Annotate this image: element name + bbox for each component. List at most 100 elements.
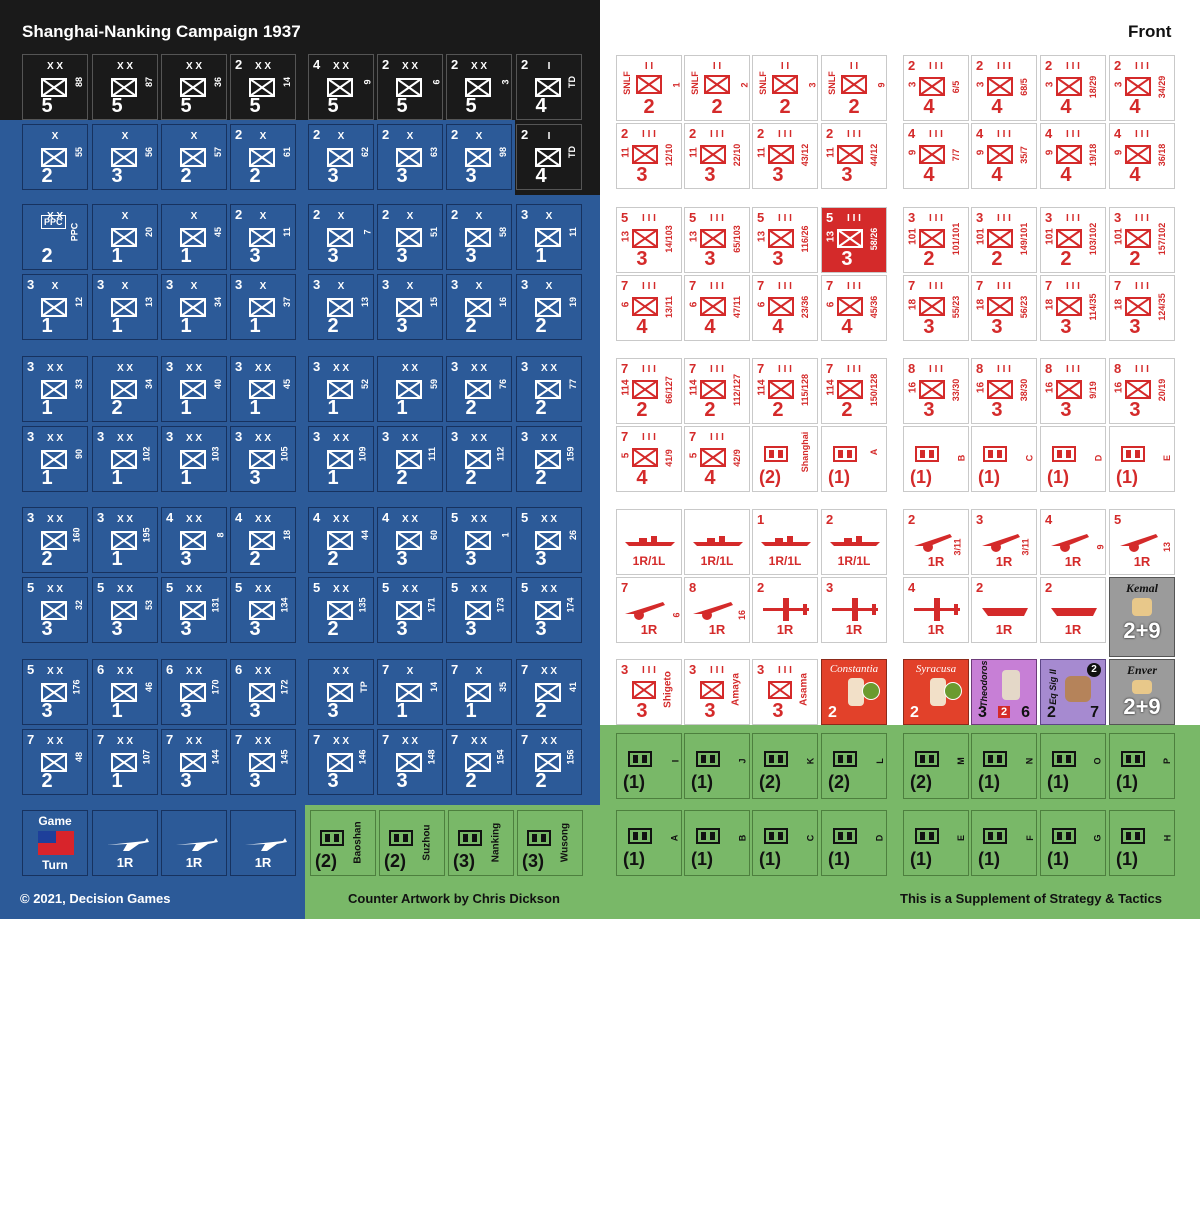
counter-chinese-unit[interactable]: X X 2 14 5 xyxy=(230,54,296,120)
counter-chinese-air[interactable]: 1R xyxy=(161,810,227,876)
counter-chinese-unit[interactable]: X 3 19 2 xyxy=(516,274,582,340)
counter-chinese-unit[interactable]: X X 7 41 2 xyxy=(516,659,582,725)
counter-japanese-unit[interactable]: I I I 7 6 23/36 4 xyxy=(752,275,818,341)
counter-chinese-air[interactable]: 1R xyxy=(92,810,158,876)
counter-chinese-unit[interactable]: X X 6 172 3 xyxy=(230,659,296,725)
counter-japanese-unit[interactable]: I I I 2 11 44/12 3 xyxy=(821,123,887,189)
counter-japanese-unit[interactable]: I I I 2 3 6/5 4 xyxy=(903,55,969,121)
counter-japanese-unit[interactable]: I I I 7 18 114/35 3 xyxy=(1040,275,1106,341)
counter-chinese-unit[interactable]: X X 5 131 3 xyxy=(161,577,227,643)
counter-bonus-kemal[interactable]: Kemal 2+9 xyxy=(1109,577,1175,657)
counter-chinese-unit[interactable]: X X 87 5 xyxy=(92,54,158,120)
counter-chinese-unit[interactable]: X X 3 103 1 xyxy=(161,426,227,492)
counter-warship[interactable]: 1R/1L xyxy=(684,509,750,575)
counter-artillery[interactable]: 5 13 1R xyxy=(1109,509,1175,575)
counter-chinese-unit[interactable]: X 57 2 xyxy=(161,124,227,190)
counter-warship[interactable]: 1 1R/1L xyxy=(752,509,818,575)
counter-chinese-unit[interactable]: X X 7 144 3 xyxy=(161,729,227,795)
counter-chinese-unit[interactable]: X 20 1 xyxy=(92,204,158,270)
counter-japanese-unit[interactable]: I I I 5 13 65/103 3 xyxy=(684,207,750,273)
counter-chinese-unit[interactable]: X X 3 160 2 xyxy=(22,507,88,573)
counter-fortification-marker[interactable]: (1) O xyxy=(1040,733,1106,799)
counter-chinese-unit[interactable]: X 2 62 3 xyxy=(308,124,374,190)
counter-chinese-air[interactable]: 1R xyxy=(230,810,296,876)
counter-chinese-unit[interactable]: X 2 7 3 xyxy=(308,204,374,270)
counter-chinese-unit[interactable]: X X 5 1 3 xyxy=(446,507,512,573)
counter-chinese-unit[interactable]: X 3 34 1 xyxy=(161,274,227,340)
counter-chinese-unit[interactable]: X 2 98 3 xyxy=(446,124,512,190)
counter-chinese-unit[interactable]: X X 3 33 1 xyxy=(22,356,88,422)
counter-chinese-unit[interactable]: X X 3 76 2 xyxy=(446,356,512,422)
counter-chinese-unit[interactable]: X X 7 154 2 xyxy=(446,729,512,795)
counter-chinese-unit[interactable]: X X 2 6 5 xyxy=(377,54,443,120)
counter-chinese-unit[interactable]: X X TP 3 xyxy=(308,659,374,725)
counter-chinese-unit[interactable]: X X 5 32 3 xyxy=(22,577,88,643)
counter-fortification[interactable]: (1) B xyxy=(903,426,969,492)
counter-chinese-unit[interactable]: X 45 1 xyxy=(161,204,227,270)
counter-japanese-unit[interactable]: I I I 5 13 14/103 3 xyxy=(616,207,682,273)
counter-japanese-snlf[interactable]: I I SNLF 3 2 xyxy=(752,55,818,121)
counter-chinese-unit[interactable]: X X 6 46 1 xyxy=(92,659,158,725)
counter-fortification[interactable]: (1) D xyxy=(1040,426,1106,492)
counter-chinese-unit[interactable]: X X 88 5 xyxy=(22,54,88,120)
counter-chinese-unit[interactable]: X X 3 109 1 xyxy=(308,426,374,492)
counter-japanese-unit[interactable]: I I I 8 16 33/30 3 xyxy=(903,358,969,424)
counter-japanese-unit[interactable]: I I I 2 11 43/12 3 xyxy=(752,123,818,189)
counter-japanese-snlf[interactable]: I I SNLF 1 2 xyxy=(616,55,682,121)
counter-chinese-unit[interactable]: X 2 11 3 xyxy=(230,204,296,270)
counter-japanese-unit[interactable]: I I I 7 114 115/128 2 xyxy=(752,358,818,424)
counter-japanese-unit[interactable]: I I I 2 11 12/10 3 xyxy=(616,123,682,189)
counter-support-boat[interactable]: 2 1R xyxy=(1040,577,1106,643)
counter-chinese-unit[interactable]: X X 7 107 1 xyxy=(92,729,158,795)
counter-fortification-marker[interactable]: (1) E xyxy=(903,810,969,876)
counter-chinese-unit[interactable]: X X 7 145 3 xyxy=(230,729,296,795)
counter-chinese-unit[interactable]: X X 6 170 3 xyxy=(161,659,227,725)
counter-japanese-unit[interactable]: I I I 7 6 47/11 4 xyxy=(684,275,750,341)
counter-japanese-snlf[interactable]: I I SNLF 9 2 xyxy=(821,55,887,121)
counter-chinese-unit[interactable]: X 3 15 3 xyxy=(377,274,443,340)
counter-chinese-unit[interactable]: X X 7 146 3 xyxy=(308,729,374,795)
counter-japanese-unit[interactable]: I I I 7 18 56/23 3 xyxy=(971,275,1037,341)
counter-chinese-unit[interactable]: X 56 3 xyxy=(92,124,158,190)
counter-chinese-unit[interactable]: X X 5 135 2 xyxy=(308,577,374,643)
counter-japanese-unit[interactable]: I I I 7 114 112/127 2 xyxy=(684,358,750,424)
counter-chinese-unit[interactable]: X 3 12 1 xyxy=(22,274,88,340)
counter-chinese-unit[interactable]: X 2 61 2 xyxy=(230,124,296,190)
counter-japanese-unit[interactable]: I I I 7 6 13/11 4 xyxy=(616,275,682,341)
counter-fortification-marker[interactable]: (1) J xyxy=(684,733,750,799)
counter-chinese-unit[interactable]: X X 5 26 3 xyxy=(516,507,582,573)
counter-chinese-unit[interactable]: X X 5 176 3 xyxy=(22,659,88,725)
counter-chinese-unit[interactable]: X 2 51 3 xyxy=(377,204,443,270)
counter-chinese-unit[interactable]: X 7 14 1 xyxy=(377,659,443,725)
counter-japanese-unit[interactable]: I I I 7 5 42/9 4 xyxy=(684,426,750,492)
counter-chinese-unit[interactable]: X X 7 156 2 xyxy=(516,729,582,795)
counter-japanese-unit[interactable]: I I I 7 18 55/23 3 xyxy=(903,275,969,341)
counter-chinese-unit[interactable]: X X 3 77 2 xyxy=(516,356,582,422)
counter-chinese-unit[interactable]: X X 3 90 1 xyxy=(22,426,88,492)
counter-chinese-unit[interactable]: X X 3 112 2 xyxy=(446,426,512,492)
counter-chinese-unit[interactable]: X X 34 2 xyxy=(92,356,158,422)
counter-chinese-unit[interactable]: I 2 TD 4 xyxy=(516,124,582,190)
counter-japanese-unit[interactable]: I I I 8 16 38/30 3 xyxy=(971,358,1037,424)
counter-japanese-unit[interactable]: I I I 4 9 36/18 4 xyxy=(1109,123,1175,189)
counter-fortification-marker[interactable]: (1) G xyxy=(1040,810,1106,876)
counter-chinese-unit[interactable]: X X 2 3 5 xyxy=(446,54,512,120)
counter-chinese-unit[interactable]: X X 3 40 1 xyxy=(161,356,227,422)
counter-bonus-syracusa[interactable]: Syracusa 2 xyxy=(903,659,969,725)
counter-japanese-unit[interactable]: I I I 3 101 103/102 2 xyxy=(1040,207,1106,273)
counter-chinese-unit[interactable]: X X 4 44 2 xyxy=(308,507,374,573)
counter-chinese-unit[interactable]: PPC X X PPC 2 xyxy=(22,204,88,270)
counter-support-plane[interactable]: 4 1R xyxy=(903,577,969,643)
counter-fortification-marker[interactable]: (1) C xyxy=(752,810,818,876)
counter-support-gun[interactable]: 8 16 1R xyxy=(684,577,750,643)
counter-chinese-unit[interactable]: X X 59 1 xyxy=(377,356,443,422)
counter-support-boat[interactable]: 2 1R xyxy=(971,577,1037,643)
counter-support-gun[interactable]: 7 6 1R xyxy=(616,577,682,643)
counter-fortification-marker[interactable]: (1) B xyxy=(684,810,750,876)
counter-bonus-constantia[interactable]: Constantia 2 xyxy=(821,659,887,725)
counter-japanese-unit[interactable]: I I I 5 13 58/26 3 xyxy=(821,207,887,273)
counter-fortification-marker[interactable]: (1) P xyxy=(1109,733,1175,799)
counter-fortification-marker[interactable]: (1) A xyxy=(616,810,682,876)
counter-chinese-unit[interactable]: X 3 16 2 xyxy=(446,274,512,340)
counter-japanese-unit[interactable]: I I I 7 114 66/127 2 xyxy=(616,358,682,424)
